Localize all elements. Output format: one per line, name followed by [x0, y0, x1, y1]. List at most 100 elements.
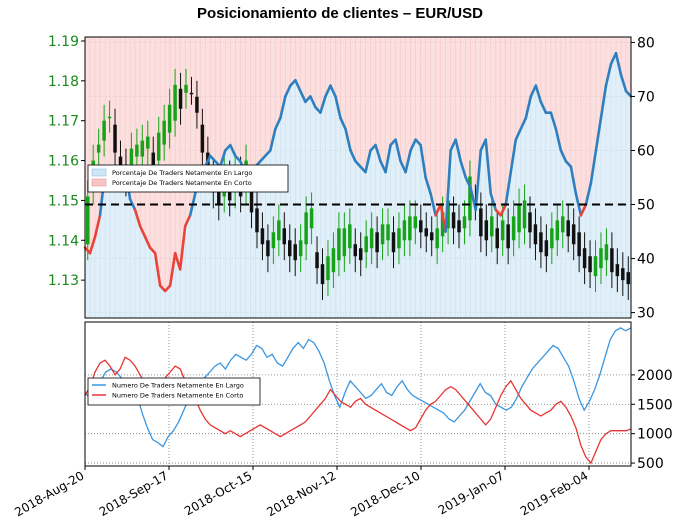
candle-body	[522, 200, 527, 229]
percent-long-line-segment	[334, 95, 342, 120]
right-axis-tick-label: 30	[637, 306, 655, 322]
candle-body	[249, 188, 254, 213]
candle-body	[298, 240, 303, 257]
left-axis-tick-label: 1.18	[48, 74, 79, 90]
legend-box	[87, 377, 261, 406]
candle-body	[588, 256, 592, 273]
percent-long-line-segment	[534, 84, 543, 104]
percent-long-line-segment	[274, 116, 282, 131]
percent-long-line-segment	[228, 143, 237, 158]
legend-box	[87, 164, 289, 193]
percent-long-line-segment	[279, 95, 287, 120]
percent-long-line-segment	[589, 149, 598, 185]
x-axis: 2018-Aug-20 2018-Sep-17 2018-Oct-15 2018-No…	[12, 466, 591, 519]
candle-body	[107, 116, 112, 119]
candle-body	[113, 124, 117, 153]
percent-long-line-segment	[604, 62, 613, 87]
candle-body	[353, 244, 358, 257]
percent-long-line-segment	[549, 111, 558, 131]
candle-body	[195, 96, 199, 113]
candle-body	[479, 208, 483, 237]
percent-long-line-segment	[474, 149, 483, 212]
candle-body	[337, 228, 341, 261]
candle-body	[326, 256, 330, 281]
percent-long-line-segment	[404, 149, 412, 174]
percent-long-line-segment	[178, 224, 187, 271]
candle-body	[320, 264, 325, 285]
bottom-panel: 500 1000 1500 2000 Numero De Traders Netame…	[84, 321, 673, 472]
percent-long-line-segment	[524, 95, 533, 120]
candle-body	[397, 228, 401, 249]
candle-body	[413, 216, 418, 229]
candle-body	[386, 224, 390, 241]
percent-long-line-segment	[579, 203, 588, 217]
candle-body	[593, 256, 598, 277]
legend-label: Porcentaje De Traders Netamente En Corto	[112, 179, 252, 187]
percent-long-line-segment	[504, 170, 513, 206]
candle-body	[599, 248, 603, 269]
candle-body	[533, 224, 538, 245]
candle-body	[424, 228, 428, 237]
candle-body	[544, 240, 549, 257]
candle-body	[282, 228, 287, 245]
candle-body	[255, 208, 259, 233]
left-axis-tick-label: 1.19	[48, 34, 79, 50]
right-axis-tick-label: 80	[637, 35, 655, 51]
candle-body	[96, 144, 101, 153]
candle-body	[118, 156, 123, 169]
candle-body	[315, 252, 319, 269]
percent-long-line-segment	[88, 235, 97, 255]
percent-long-line-segment	[138, 224, 147, 239]
net-long-shaded-area	[85, 53, 631, 318]
candle-body	[429, 232, 434, 241]
percent-long-line-segment	[218, 149, 227, 168]
percent-long-line-segment	[599, 84, 608, 120]
candle-body	[457, 220, 461, 233]
percent-long-line-segment	[153, 251, 162, 287]
candle-body	[151, 152, 155, 165]
candle-body	[304, 212, 308, 245]
candle-body	[375, 232, 379, 253]
candle-body	[419, 220, 423, 233]
percent-long-line-segment	[499, 203, 508, 217]
candle-body	[571, 224, 576, 245]
percent-long-line-segment	[364, 149, 372, 174]
x-axis-tick-label: 2019-Jan-07	[436, 468, 507, 517]
legend-label: Numero De Traders Netamente En Corto	[112, 392, 243, 400]
candle-body	[408, 216, 412, 241]
percent-long-line-segment	[454, 138, 462, 163]
candle-body	[293, 244, 297, 261]
candle-body	[358, 248, 363, 261]
percent-long-line-segment	[539, 100, 548, 114]
candle-body	[391, 232, 396, 253]
legend-label: Numero De Traders Netamente En Largo	[112, 382, 244, 390]
percent-long-line-segment	[519, 116, 528, 131]
candle-body	[260, 228, 265, 245]
percent-long-line-segment	[294, 78, 302, 93]
percent-long-line-segment	[384, 143, 392, 174]
chart-title: Posicionamiento de clientes – EUR/USD	[197, 5, 483, 22]
candle-body	[184, 84, 188, 93]
legend-label: Porcentaje De Traders Netamente En Largo	[112, 169, 252, 177]
candle-body	[511, 216, 516, 241]
candle-body	[446, 200, 450, 229]
right-axis-tick-label: 60	[637, 143, 655, 159]
right-axis-tick-label: 2000	[637, 368, 673, 384]
candle-body	[189, 92, 194, 95]
candle-body	[380, 224, 385, 245]
x-axis-tick-label: 2019-Feb-04	[518, 468, 591, 518]
percent-long-line-segment	[559, 149, 568, 163]
candle-body	[626, 272, 631, 285]
left-axis-tick-label: 1.15	[48, 193, 79, 209]
candle-body	[217, 180, 221, 205]
candle-body	[621, 268, 625, 281]
right-axis-tick-label: 50	[637, 198, 655, 214]
series-line	[84, 327, 632, 448]
candle-body	[178, 88, 183, 109]
bottom-panel-frame	[84, 321, 632, 467]
candle-body	[561, 216, 565, 233]
candle-body	[85, 196, 90, 245]
percent-long-line-segment	[374, 143, 382, 163]
percent-long-line-segment	[128, 197, 137, 212]
candle-body	[288, 240, 292, 257]
